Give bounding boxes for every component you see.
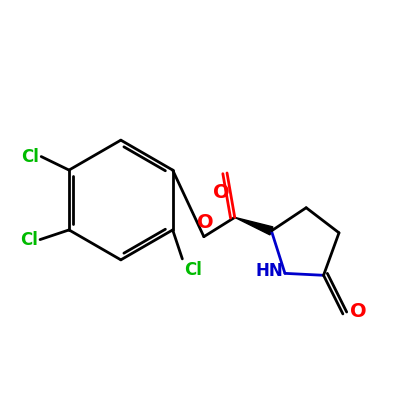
Text: Cl: Cl (22, 148, 39, 166)
Text: O: O (350, 302, 366, 322)
Text: O: O (213, 183, 230, 202)
Text: Cl: Cl (184, 261, 202, 279)
Polygon shape (235, 217, 273, 235)
Text: Cl: Cl (20, 230, 38, 248)
Text: O: O (197, 213, 213, 232)
Text: HN: HN (255, 262, 283, 280)
